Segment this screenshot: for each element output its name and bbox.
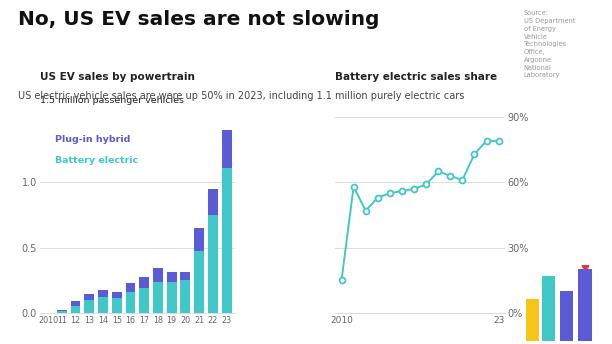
Bar: [181, 272, 190, 280]
Point: [349, 184, 359, 190]
Text: 1.5 million passenger vehicles: 1.5 million passenger vehicles: [40, 96, 184, 105]
Point: [397, 188, 407, 194]
Bar: [84, 293, 94, 300]
Bar: [222, 168, 231, 313]
Bar: [125, 292, 135, 313]
Bar: [125, 283, 135, 292]
Bar: [140, 288, 149, 313]
Point: [469, 151, 479, 157]
Point: [446, 173, 455, 179]
Bar: [181, 280, 190, 313]
Bar: [153, 282, 163, 313]
Bar: [578, 269, 592, 341]
Bar: [194, 251, 204, 313]
Point: [361, 208, 371, 213]
Bar: [560, 291, 573, 341]
Bar: [57, 311, 67, 313]
Point: [433, 169, 443, 174]
Bar: [153, 268, 163, 282]
Bar: [112, 298, 122, 313]
Point: [494, 138, 504, 144]
Point: [337, 278, 346, 283]
Bar: [84, 300, 94, 313]
Bar: [70, 306, 80, 313]
Point: [409, 186, 419, 192]
Bar: [166, 282, 177, 313]
Bar: [166, 272, 177, 282]
Text: Battery electric sales share: Battery electric sales share: [335, 72, 498, 82]
Text: Battery electric: Battery electric: [56, 156, 139, 165]
Bar: [222, 130, 231, 168]
Text: No, US EV sales are not slowing: No, US EV sales are not slowing: [18, 10, 380, 29]
Bar: [98, 290, 108, 298]
Bar: [526, 299, 539, 341]
Text: US electric vehicle sales are were up 50% in 2023, including 1.1 million purely : US electric vehicle sales are were up 50…: [18, 91, 465, 101]
Bar: [140, 277, 149, 288]
Point: [482, 138, 491, 144]
Bar: [98, 298, 108, 313]
Bar: [194, 228, 204, 251]
Point: [385, 191, 395, 196]
Point: [421, 182, 431, 187]
Bar: [208, 189, 218, 215]
Bar: [208, 215, 218, 313]
Text: Source:
US Department
of Energy
Vehicle
Technologies
Office,
Argonne
National
La: Source: US Department of Energy Vehicle …: [524, 10, 575, 78]
Bar: [542, 276, 555, 341]
Text: US EV sales by powertrain: US EV sales by powertrain: [40, 72, 195, 82]
Text: Plug-in hybrid: Plug-in hybrid: [56, 135, 131, 143]
Point: [457, 178, 467, 183]
Bar: [112, 292, 122, 298]
Point: [373, 195, 382, 200]
Bar: [70, 301, 80, 306]
